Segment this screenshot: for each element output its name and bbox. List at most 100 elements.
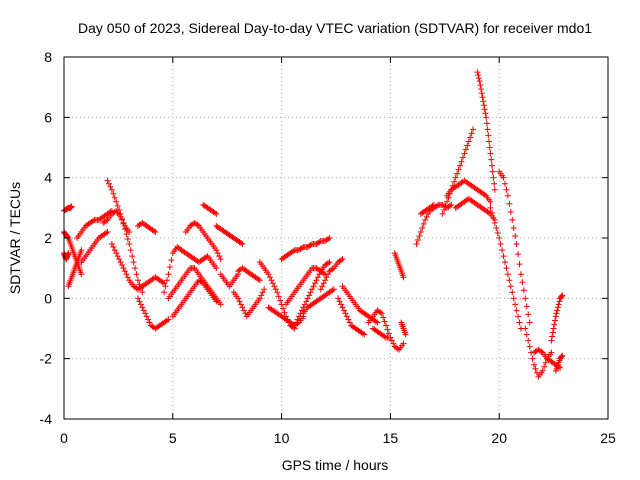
data-point-marker xyxy=(493,224,500,231)
y-tick-label: 6 xyxy=(44,109,52,125)
data-point-marker xyxy=(488,162,495,169)
x-tick-label: 25 xyxy=(600,430,616,446)
data-point-marker xyxy=(455,166,462,173)
data-point-marker xyxy=(480,102,487,109)
data-point-marker xyxy=(551,321,558,328)
data-point-marker xyxy=(301,301,308,308)
y-axis-label: SDTVAR / TECUs xyxy=(7,182,23,294)
data-point-marker xyxy=(198,279,205,286)
data-point-marker xyxy=(387,334,394,341)
data-point-marker xyxy=(78,247,85,254)
data-point-marker xyxy=(468,130,475,137)
data-point-marker xyxy=(478,90,485,97)
data-point-marker xyxy=(554,304,561,311)
data-point-marker xyxy=(146,319,153,326)
data-point-marker xyxy=(133,271,140,278)
data-point-marker xyxy=(346,319,353,326)
data-point-marker xyxy=(475,75,482,82)
data-point-marker xyxy=(329,287,336,294)
data-point-marker xyxy=(425,210,432,217)
data-point-marker xyxy=(458,158,465,165)
data-point-marker xyxy=(503,265,510,272)
data-point-marker xyxy=(378,310,385,317)
data-point-marker xyxy=(526,319,533,326)
data-point-marker xyxy=(486,138,493,145)
data-point-marker xyxy=(123,271,130,278)
data-point-marker xyxy=(329,266,336,273)
data-point-marker xyxy=(516,261,523,268)
data-point-marker xyxy=(242,310,249,317)
data-point-marker xyxy=(78,271,85,278)
data-point-marker xyxy=(140,307,147,314)
data-point-marker xyxy=(491,180,498,187)
data-point-marker xyxy=(522,325,529,332)
data-point-marker xyxy=(217,256,224,263)
x-axis-label: GPS time / hours xyxy=(282,457,389,473)
x-tick-label: 0 xyxy=(60,430,68,446)
data-point-marker xyxy=(240,307,247,314)
chart-title: Day 050 of 2023, Sidereal Day-to-day VTE… xyxy=(78,20,592,36)
data-point-marker xyxy=(214,250,221,257)
data-point-marker xyxy=(494,229,501,236)
data-point-marker xyxy=(478,86,485,93)
data-point-marker xyxy=(271,283,278,290)
data-point-marker xyxy=(503,186,510,193)
data-point-marker xyxy=(483,114,490,121)
data-point-marker xyxy=(310,283,317,290)
data-point-marker xyxy=(464,142,471,149)
data-point-marker xyxy=(103,229,110,236)
data-point-marker xyxy=(343,313,350,320)
data-point-marker xyxy=(342,310,349,317)
data-point-marker xyxy=(499,247,506,254)
data-point-marker xyxy=(526,343,533,350)
data-point-marker xyxy=(313,277,320,284)
data-point-marker xyxy=(558,293,565,300)
data-point-marker xyxy=(338,257,345,264)
data-point-marker xyxy=(504,271,511,278)
data-point-marker xyxy=(361,331,368,338)
data-point-marker xyxy=(335,295,342,302)
data-point-marker xyxy=(510,224,517,231)
data-point-marker xyxy=(422,216,429,223)
data-point-marker xyxy=(259,289,266,296)
data-point-marker xyxy=(482,110,489,117)
data-point-marker xyxy=(479,94,486,101)
data-point-marker xyxy=(538,348,545,355)
data-point-marker xyxy=(236,298,243,305)
data-point-marker xyxy=(340,307,347,314)
data-point-marker xyxy=(304,295,311,302)
data-point-marker xyxy=(280,305,287,312)
data-point-marker xyxy=(266,274,273,281)
data-point-marker xyxy=(213,247,220,254)
data-point-marker xyxy=(307,289,314,296)
data-point-marker xyxy=(477,82,484,89)
data-point-marker xyxy=(520,287,527,294)
data-point-marker xyxy=(64,233,71,240)
data-point-marker xyxy=(522,295,529,302)
data-point-marker xyxy=(553,310,560,317)
data-point-marker xyxy=(326,259,333,266)
data-point-marker xyxy=(552,313,559,320)
data-point-marker xyxy=(119,262,126,269)
data-point-marker xyxy=(323,274,330,281)
data-point-marker xyxy=(452,174,459,181)
data-point-marker xyxy=(513,307,520,314)
data-point-marker xyxy=(137,301,144,308)
data-point-marker xyxy=(306,292,313,299)
data-point-marker xyxy=(163,317,170,324)
data-point-marker xyxy=(550,325,557,332)
data-point-marker xyxy=(110,190,117,197)
data-points xyxy=(61,69,566,380)
data-point-marker xyxy=(119,216,126,223)
data-point-marker xyxy=(442,202,449,209)
data-point-marker xyxy=(277,297,284,304)
data-point-marker xyxy=(451,178,458,185)
data-point-marker xyxy=(216,253,223,260)
data-point-marker xyxy=(557,364,564,371)
data-point-marker xyxy=(549,329,556,336)
x-tick-label: 10 xyxy=(274,430,290,446)
data-point-marker xyxy=(110,244,117,251)
data-point-marker xyxy=(487,198,494,205)
data-point-marker xyxy=(298,245,305,252)
data-point-marker xyxy=(512,232,519,239)
